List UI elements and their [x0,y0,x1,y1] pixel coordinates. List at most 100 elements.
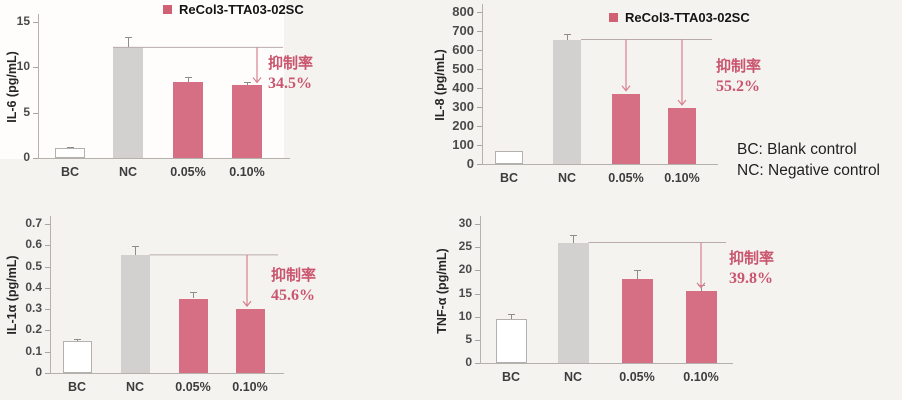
x-axis [482,164,718,165]
legend-swatch-icon [163,5,172,14]
error-bar-cap [698,284,705,286]
inhibition-arrow [242,254,252,308]
inhibition-arrow [696,242,706,289]
bar-0.10% [235,309,265,373]
y-tick-mark [477,145,482,146]
error-bar-line [511,313,512,319]
x-label-nc: NC [118,165,138,179]
y-tick-label: 600 [452,42,474,57]
y-tick-label: 0.5 [25,258,42,273]
y-axis [482,4,483,164]
inhibition-label: 抑制率 [716,59,762,75]
y-tick-label: 0 [35,365,42,379]
y-tick-label: 10 [16,59,30,74]
x-label-nc: NC [557,171,577,185]
inhibition-label: 抑制率 [729,251,775,267]
error-bar-cap [564,34,571,36]
bar-0.05% [173,81,203,158]
x-label-bc: BC [60,165,80,179]
y-tick-mark [45,266,50,268]
x-label-bc: BC [67,380,87,394]
x-axis [50,373,284,374]
inhibition-value: 45.6% [271,287,315,304]
x-label-bc: BC [499,171,519,185]
error-bar-cap [132,246,139,248]
x-label-bc: BC [501,370,521,384]
y-tick-mark [33,158,38,159]
y-tick-label: 0 [23,150,30,164]
y-tick-label: 500 [452,61,474,76]
y-tick-label: 200 [452,118,474,133]
chart-il1a: IL-1α (pg/mL) 抑制率 45.6% 0 0.1 0.2 0.3 0.4 0.5… [0,200,330,400]
x-label-0.05%: 0.05% [619,370,655,384]
y-tick-label: 700 [452,23,474,38]
y-tick-mark [477,88,482,89]
note-line-bc: BC: Blank control [737,141,857,158]
il8-legend: ReCol3-TTA03-02SC [609,10,750,25]
y-axis [480,216,481,363]
y-tick-mark [475,339,480,341]
y-tick-mark [45,330,50,332]
y-tick-label: 0 [466,156,474,171]
bar-0.10% [685,290,717,363]
x-label-0.10%: 0.10% [232,380,268,394]
y-tick-label: 300 [452,99,474,114]
y-tick-mark [477,50,482,51]
inhibition-value: 34.5% [268,75,312,92]
x-label-0.10%: 0.10% [664,171,700,185]
il6-inhibition-annotation: 抑制率 34.5% [268,55,313,93]
y-tick-mark [45,245,50,247]
bar-nc [557,242,589,363]
inhibition-arrow [252,47,262,84]
bar-0.10% [668,107,696,164]
il6-y-axis-title: IL-6 (pg/mL) [5,51,19,123]
y-tick-label: 25 [458,239,472,254]
bar-0.05% [178,298,208,373]
bar-bc [55,148,85,158]
error-bar-cap [190,292,197,294]
inhibition-arrow [621,39,631,92]
y-tick-mark [475,293,480,295]
error-bar-line [193,292,194,299]
bar-0.10% [232,85,262,158]
x-label-0.10%: 0.10% [683,370,719,384]
y-tick-mark [475,247,480,249]
note-line-nc: NC: Negative control [737,162,881,179]
y-tick-label: 5 [465,331,472,346]
error-bar-cap [185,77,192,79]
y-tick-label: 0.3 [25,301,42,316]
bar-bc [495,318,527,363]
y-tick-mark [477,69,482,70]
il6-legend: ReCol3-TTA03-02SC [163,2,304,17]
x-label-0.05%: 0.05% [170,165,206,179]
bar-nc [113,47,143,158]
bar-nc [120,254,150,373]
bar-bc [495,150,523,164]
y-tick-label: 0.4 [25,279,42,294]
chart-il8: IL-8 (pg/mL) ReCol3-TTA03-02SC 抑制率 55.2%… [430,0,775,200]
y-tick-mark [45,287,50,289]
bar-bc [62,341,92,373]
error-bar-cap [244,81,251,83]
y-tick-label: 5 [23,104,30,119]
error-bar-cap [634,270,641,272]
y-axis [50,216,51,373]
y-tick-label: 10 [458,308,472,323]
y-tick-label: 0.7 [25,216,42,230]
inhibition-arrow [677,39,687,106]
error-bar-line [573,234,574,243]
y-tick-label: 30 [458,216,472,230]
y-tick-mark [45,373,50,374]
chart-il6: IL-6 (pg/mL) ReCol3-TTA03-02SC 抑制率 34.5%… [0,0,330,195]
x-axis [480,363,733,364]
x-label-0.05%: 0.05% [175,380,211,394]
y-tick-mark [33,22,38,23]
y-tick-mark [33,112,38,114]
error-bar-cap [74,338,81,340]
tnfa-inhibition-annotation: 抑制率 39.8% [729,250,774,288]
error-bar-cap [570,234,577,236]
legend-label: ReCol3-TTA03-02SC [625,10,750,25]
y-tick-label: 0 [465,355,472,369]
error-bar-line [77,338,78,342]
error-bar-line [567,34,568,40]
